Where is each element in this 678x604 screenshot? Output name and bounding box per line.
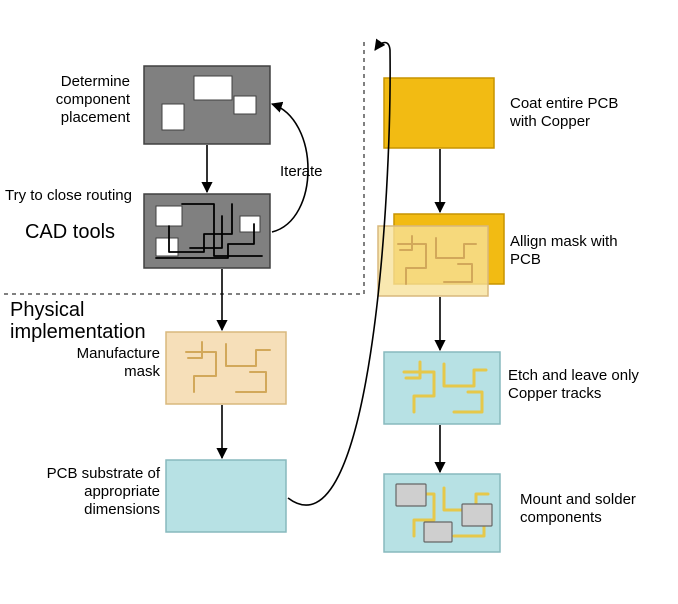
label-r1a: Coat entire PCB	[510, 95, 618, 112]
label-n3b: mask	[124, 363, 160, 380]
label-n1b: component	[56, 91, 131, 108]
node-copper	[384, 78, 494, 148]
label-r3b: Copper tracks	[508, 385, 601, 402]
label-n1a: Determine	[61, 73, 130, 90]
label-n4c: dimensions	[84, 501, 160, 518]
label-r2b: PCB	[510, 251, 541, 268]
label-r2a: Allign mask with	[510, 233, 618, 250]
node-mount	[384, 474, 500, 552]
node-substrate	[166, 460, 286, 532]
node-placement	[144, 66, 270, 144]
node-routing	[144, 194, 270, 268]
section-physical-l1: Physical	[10, 299, 84, 321]
node-etch	[384, 352, 500, 424]
label-n4b: appropriate	[84, 483, 160, 500]
label-r4b: components	[520, 509, 602, 526]
label-r1b: with Copper	[509, 113, 590, 130]
node-mask	[166, 332, 286, 404]
label-n3a: Manufacture	[77, 345, 160, 362]
label-iter: Iterate	[280, 163, 323, 180]
label-n4a: PCB substrate of	[47, 465, 161, 482]
section-cad: CAD tools	[25, 221, 115, 243]
label-n2: Try to close routing	[5, 187, 132, 204]
label-n1c: placement	[61, 109, 131, 126]
label-r3a: Etch and leave only	[508, 367, 639, 384]
label-r4a: Mount and solder	[520, 491, 636, 508]
node-align_front	[378, 226, 488, 296]
section-physical-l2: implementation	[10, 321, 146, 343]
